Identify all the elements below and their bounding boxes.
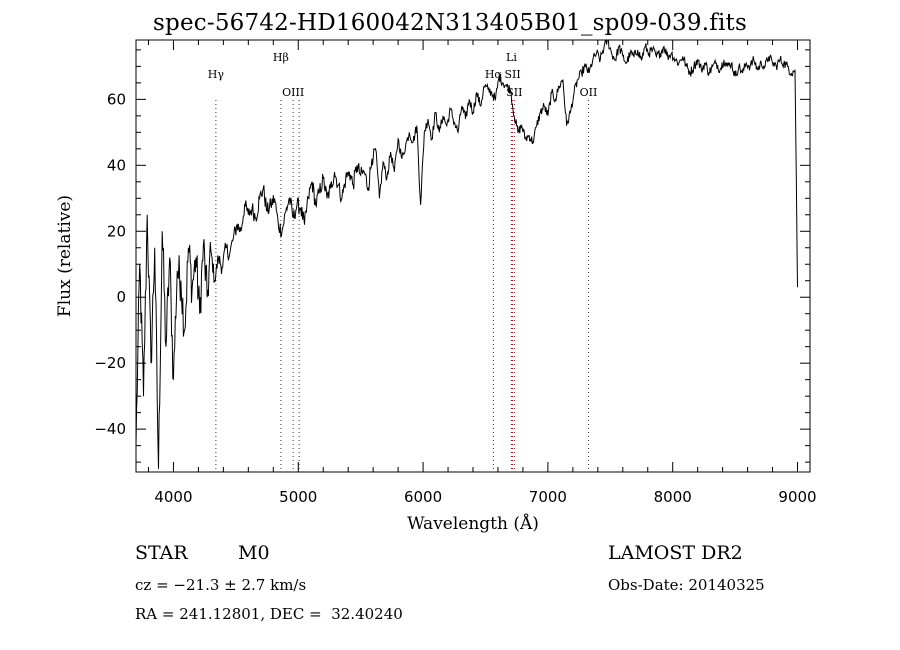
x-axis-label: Wavelength (Å) <box>407 513 539 534</box>
plot-frame <box>135 39 811 473</box>
y-tick-label: 40 <box>107 156 126 174</box>
line-marker-label: SII <box>504 68 520 81</box>
line-marker-label: Hγ <box>208 68 225 81</box>
object-class: STAR <box>135 542 188 564</box>
line-marker-label: Hβ <box>273 51 289 64</box>
line-marker-label: Hα <box>485 68 503 81</box>
x-tick-label: 4000 <box>154 488 192 506</box>
x-tick-label: 5000 <box>279 488 317 506</box>
x-tick-label: 8000 <box>654 488 692 506</box>
y-tick-label: −20 <box>94 354 126 372</box>
line-marker-label: SII <box>506 86 522 99</box>
line-marker-label: OII <box>580 86 598 99</box>
redshift-cz: cz = −21.3 ± 2.7 km/s <box>135 576 307 594</box>
spectrum-line <box>135 39 798 469</box>
line-marker-label: Li <box>506 51 517 64</box>
y-tick-label: 0 <box>116 288 126 306</box>
axis-ticks: 4000 5000 6000 7000 8000 9000 −40 −20 0 20 40 60 <box>94 40 817 506</box>
x-tick-label: 9000 <box>778 488 816 506</box>
line-marker-label: OIII <box>282 86 304 99</box>
y-axis-label: Flux (relative) <box>55 195 75 317</box>
x-tick-label: 7000 <box>529 488 567 506</box>
y-tick-label: 60 <box>107 90 126 108</box>
ra-dec: RA = 241.12801, DEC = 32.40240 <box>135 605 403 623</box>
y-tick-label: 20 <box>107 222 126 240</box>
chart-title: spec-56742-HD160042N313405B01_sp09-039.f… <box>153 10 747 36</box>
survey-name: LAMOST DR2 <box>608 542 743 564</box>
object-subclass: M0 <box>238 542 270 564</box>
observation-date: Obs-Date: 20140325 <box>608 576 765 594</box>
x-tick-label: 6000 <box>404 488 442 506</box>
y-tick-label: −40 <box>94 420 126 438</box>
